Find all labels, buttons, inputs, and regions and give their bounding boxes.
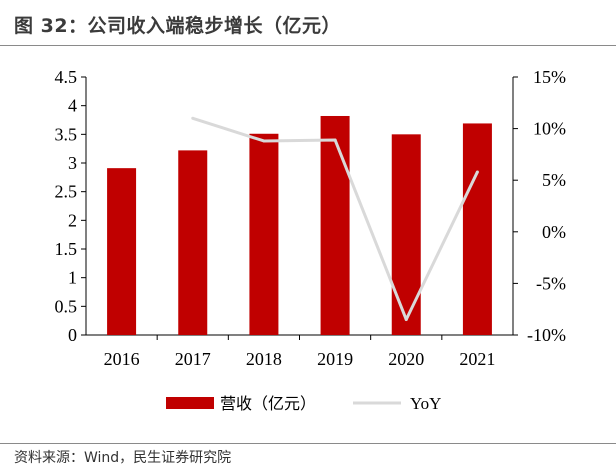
left-axis-tick-label: 4 xyxy=(68,96,77,116)
right-axis-tick-label: 15% xyxy=(533,67,566,87)
yoy-point xyxy=(262,139,266,143)
bar xyxy=(249,133,279,335)
legend-swatch-revenue xyxy=(166,397,214,409)
right-axis-tick-label: 5% xyxy=(542,170,566,190)
yoy-point xyxy=(333,138,337,142)
left-axis-tick-label: 0 xyxy=(68,325,77,345)
bar xyxy=(178,150,208,335)
left-axis-tick-label: 0.5 xyxy=(55,296,78,316)
bar xyxy=(391,134,421,335)
yoy-point xyxy=(475,170,479,174)
x-axis-tick-label: 2019 xyxy=(317,349,353,369)
legend-label-yoy: YoY xyxy=(410,394,441,413)
chart: 0 0.5 1 1.5 2 2.5 3 3.5 4 4.5 -10% -5% 0% 5% 10% 15% 201… xyxy=(55,67,567,413)
x-axis-tick-label: 2017 xyxy=(175,349,211,369)
bar xyxy=(320,115,350,335)
bar xyxy=(462,123,492,335)
x-axis-tick-label: 2016 xyxy=(104,349,140,369)
yoy-point xyxy=(191,116,195,120)
right-axis-tick-label: -5% xyxy=(536,273,566,293)
right-axis-tick-label: 0% xyxy=(542,222,566,242)
left-axis-tick-label: 3 xyxy=(68,153,77,173)
title-divider xyxy=(0,45,616,46)
left-axis-tick-label: 1 xyxy=(68,268,77,288)
left-axis-tick-label: 2.5 xyxy=(55,182,78,202)
left-axis-tick-label: 2 xyxy=(68,210,77,230)
x-axis-tick-label: 2018 xyxy=(246,349,282,369)
source-divider xyxy=(0,443,616,444)
legend-label-revenue: 营收（亿元） xyxy=(220,394,316,413)
right-axis-tick-label: -10% xyxy=(527,325,566,345)
right-axis-tick-label: 10% xyxy=(533,119,566,139)
left-axis-tick-label: 3.5 xyxy=(55,124,78,144)
bar xyxy=(107,168,137,335)
x-axis-tick-label: 2021 xyxy=(459,349,495,369)
x-axis-tick-label: 2020 xyxy=(388,349,424,369)
yoy-point xyxy=(404,318,408,322)
source-note: 资料来源：Wind，民生证券研究院 xyxy=(14,450,232,466)
left-axis-tick-label: 4.5 xyxy=(55,67,78,87)
left-axis-tick-label: 1.5 xyxy=(55,239,78,259)
chart-title: 图 32：公司收入端稳步增长（亿元） xyxy=(14,15,342,37)
